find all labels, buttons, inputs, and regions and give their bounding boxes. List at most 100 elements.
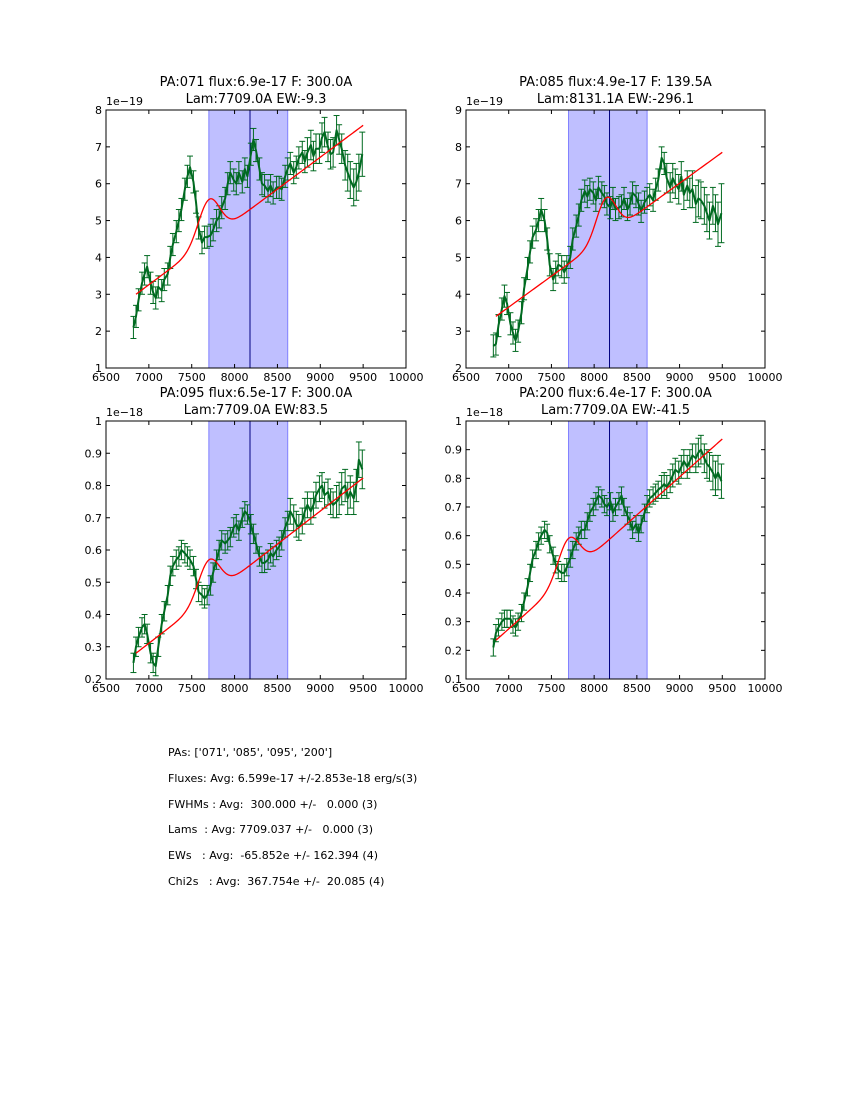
y-tick-label: 0.7 (85, 512, 103, 525)
plot-data-layer (490, 434, 725, 657)
y-tick-label: 6 (95, 178, 102, 191)
y-tick-label: 0.5 (445, 558, 463, 571)
x-tick-label: 9000 (666, 682, 694, 695)
y-tick-label: 0.4 (85, 609, 103, 622)
data-series-line (132, 458, 364, 668)
x-tick-label: 7000 (495, 682, 523, 695)
y-tick-label: 6 (455, 215, 462, 228)
x-tick-label: 8000 (580, 371, 608, 384)
stats-pas-line: PAs: ['071', '085', '095', '200'] (168, 746, 333, 759)
plot-data-layer (130, 441, 366, 677)
y-axis-multiplier: 1e−18 (466, 406, 503, 419)
plot-frame (465, 109, 766, 369)
x-tick-label: 6500 (92, 371, 120, 384)
x-tick-label: 9500 (349, 371, 377, 384)
y-tick-label: 2 (455, 362, 462, 375)
y-tick-label: 0.9 (85, 447, 103, 460)
chart-title-line-2: Lam:7709.0A EW:-41.5 (541, 403, 690, 418)
y-tick-label: 0.2 (445, 644, 463, 657)
line-window-band (208, 109, 289, 369)
y-tick-label: 1 (95, 415, 102, 428)
chart-panel-3: 6500 7000 7500 8000 8500 9000 9500 10000 0.2 0.3 0… (85, 386, 424, 695)
x-tick-label: 7000 (135, 682, 163, 695)
plot-frame (105, 109, 407, 369)
plot-frame (465, 420, 766, 680)
x-tick-label: 6500 (452, 682, 480, 695)
plot-data-layer (490, 146, 725, 358)
x-tick-label: 7000 (495, 371, 523, 384)
y-tick-label: 0.8 (85, 480, 103, 493)
chart-panel-1: 6500 7000 7500 8000 8500 9000 9500 10000 1 2 3 4 5 6 7… (92, 75, 424, 384)
line-window-band (568, 109, 648, 369)
x-tick-label: 6500 (452, 371, 480, 384)
y-tick-label: 0.9 (445, 444, 463, 457)
y-tick-label: 0.6 (445, 530, 463, 543)
y-tick-label: 0.3 (85, 641, 103, 654)
x-tick-label: 6500 (92, 682, 120, 695)
y-tick-label: 4 (455, 288, 462, 301)
chart-title-line-1: PA:085 flux:4.9e-17 F: 139.5A (519, 75, 712, 90)
x-tick-label: 8000 (580, 682, 608, 695)
chart-panel-2: 6500 7000 7500 8000 8500 9000 9500 10000 2 3 4 5 6 7 8… (452, 75, 783, 384)
x-tick-label: 9500 (708, 371, 736, 384)
x-tick-label: 8500 (623, 682, 651, 695)
chart-title-line-1: PA:200 flux:6.4e-17 F: 300.0A (519, 386, 712, 401)
y-tick-label: 8 (455, 141, 462, 154)
y-tick-label: 7 (455, 178, 462, 191)
data-series-line (132, 129, 364, 328)
plot-data-layer (130, 115, 366, 340)
x-tick-label: 7500 (178, 371, 206, 384)
x-tick-label: 9500 (349, 682, 377, 695)
x-tick-label: 9000 (666, 371, 694, 384)
line-window-band (568, 420, 648, 680)
y-tick-label: 1 (455, 415, 462, 428)
x-tick-label: 9000 (306, 371, 334, 384)
x-tick-label: 7500 (537, 371, 565, 384)
stats-ews-line: EWs : Avg: -65.852e +/- 162.394 (4) (168, 849, 378, 863)
y-tick-label: 8 (95, 104, 102, 117)
stats-fwhms-line: FWHMs : Avg: 300.000 +/- 0.000 (3) (168, 797, 378, 811)
x-tick-label: 8000 (221, 682, 249, 695)
y-tick-label: 0.2 (85, 673, 103, 686)
chart-title-line-1: PA:095 flux:6.5e-17 F: 300.0A (160, 386, 353, 401)
stats-lams-line: Lams : Avg: 7709.037 +/- 0.000 (3) (168, 823, 374, 837)
model-fit-line (135, 124, 364, 295)
x-tick-label: 10000 (389, 371, 424, 384)
x-tick-label: 9000 (306, 682, 334, 695)
y-axis-multiplier: 1e−18 (106, 406, 143, 419)
x-tick-label: 10000 (748, 682, 783, 695)
y-axis-multiplier: 1e−19 (106, 95, 143, 108)
y-tick-label: 0.6 (85, 544, 103, 557)
x-tick-label: 10000 (389, 682, 424, 695)
chart-panel-4: 6500 7000 7500 8000 8500 9000 9500 10000 0.1 0.2 0… (445, 386, 783, 695)
chart-title-line-1: PA:071 flux:6.9e-17 F: 300.0A (160, 75, 353, 90)
fit-statistics: PAs: ['071', '085', '095', '200'] Fluxes… (168, 746, 417, 901)
chart-title-line-2: Lam:8131.1A EW:-296.1 (537, 92, 694, 107)
y-tick-label: 5 (455, 251, 462, 264)
x-tick-label: 7000 (135, 371, 163, 384)
y-tick-label: 0.8 (445, 472, 463, 485)
chart-title-line-2: Lam:7709.0A EW:-9.3 (186, 92, 327, 107)
data-series-line (492, 156, 723, 347)
y-tick-label: 4 (95, 251, 102, 264)
x-tick-label: 7500 (537, 682, 565, 695)
x-tick-label: 8500 (263, 682, 291, 695)
data-series-line (492, 448, 723, 648)
y-tick-label: 3 (95, 288, 102, 301)
model-fit-line (135, 477, 364, 654)
stats-chi2s-line: Chi2s : Avg: 367.754e +/- 20.085 (4) (168, 874, 385, 888)
x-tick-label: 7500 (178, 682, 206, 695)
x-tick-label: 9500 (708, 682, 736, 695)
y-tick-label: 1 (95, 362, 102, 375)
model-fit-line (495, 151, 723, 317)
y-tick-label: 7 (95, 141, 102, 154)
model-fit-line (495, 438, 723, 641)
y-tick-label: 0.4 (445, 587, 463, 600)
x-tick-label: 8000 (221, 371, 249, 384)
x-tick-label: 8500 (623, 371, 651, 384)
y-tick-label: 0.7 (445, 501, 463, 514)
y-tick-label: 0.1 (445, 673, 463, 686)
y-tick-label: 5 (95, 215, 102, 228)
y-tick-label: 9 (455, 104, 462, 117)
